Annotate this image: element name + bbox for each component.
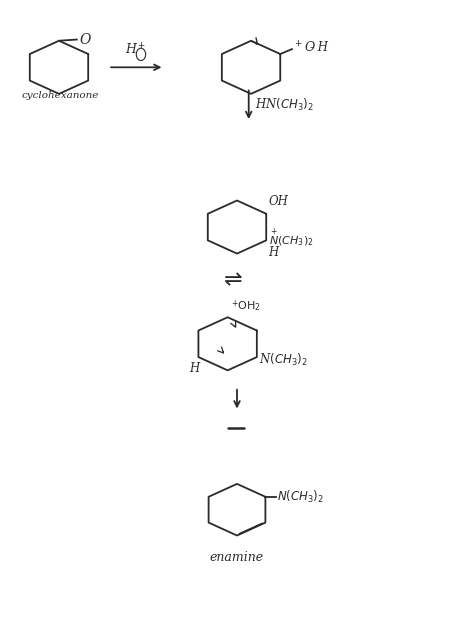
Text: $^+$O: $^+$O (293, 40, 317, 56)
Text: OH: OH (269, 195, 288, 208)
Text: - H: - H (310, 42, 328, 55)
Text: cyclohexanone: cyclohexanone (21, 91, 99, 100)
Text: H$^+$: H$^+$ (125, 43, 146, 58)
Text: H: H (269, 246, 279, 259)
Text: $\rightleftharpoons$: $\rightleftharpoons$ (219, 270, 243, 291)
Text: H: H (190, 361, 200, 374)
Text: O: O (80, 33, 91, 47)
Text: $\overset{+}{}$OH$_2$: $\overset{+}{}$OH$_2$ (231, 299, 261, 313)
Text: enamine: enamine (210, 551, 264, 564)
Text: $N(CH_3)_2$: $N(CH_3)_2$ (277, 489, 324, 505)
Text: HN$(CH_3)_2$: HN$(CH_3)_2$ (255, 97, 314, 113)
Text: $\overset{+}{N}$$(CH_3)_2$: $\overset{+}{N}$$(CH_3)_2$ (269, 226, 313, 249)
Text: N$(CH_3)_2$: N$(CH_3)_2$ (259, 352, 308, 368)
